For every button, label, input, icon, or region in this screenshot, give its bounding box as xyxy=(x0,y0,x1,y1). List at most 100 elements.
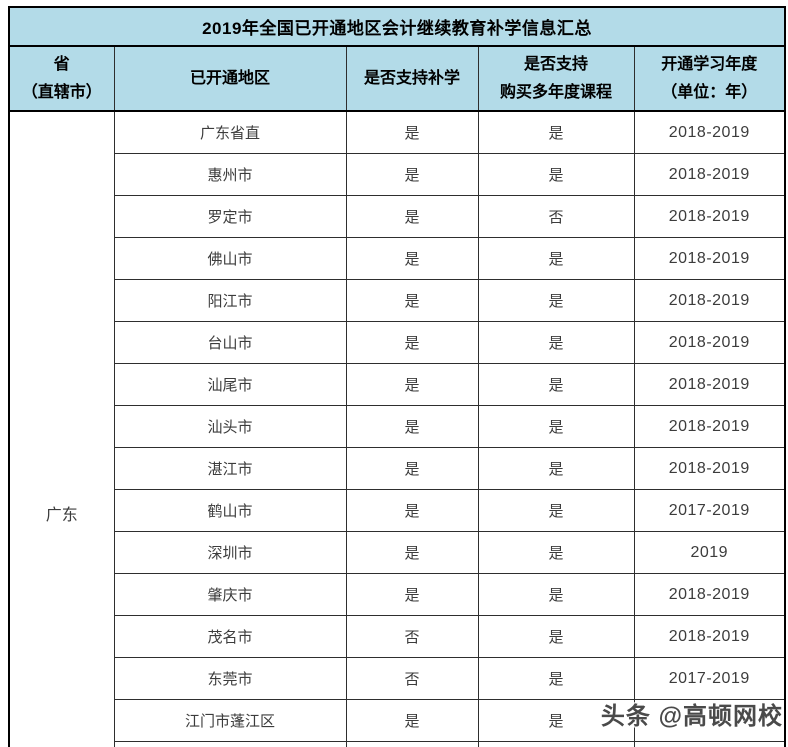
multi-year-cell: 是 xyxy=(477,489,635,532)
support-makeup-cell: 是 xyxy=(345,153,479,196)
table-row: 佛山市是是 2018-2019 xyxy=(9,237,786,280)
years-cell: 2017-2019 xyxy=(633,489,786,532)
col-header-years-line2: （单位：年） xyxy=(661,83,758,101)
table-row: 惠州市是是 2018-2019 xyxy=(9,153,786,196)
col-header-multi-year-line2: 购买多年度课程 xyxy=(499,83,612,101)
table-row-partial xyxy=(9,741,786,747)
years-cell: 2018-2019 xyxy=(633,615,786,658)
multi-year-cell: 是 xyxy=(477,321,635,364)
years-cell: 2018-2019 xyxy=(633,279,786,322)
multi-year-cell: 是 xyxy=(477,153,635,196)
region-cell: 汕尾市 xyxy=(113,363,347,406)
col-header-province: 省 （直辖市） xyxy=(8,45,115,112)
table-row: 鹤山市是是 2017-2019 xyxy=(9,489,786,532)
region-cell: 东莞市 xyxy=(113,657,347,700)
header-row: 省 （直辖市） 已开通地区 是否支持补学 是否支持 购买多年度课程 开通学习年度… xyxy=(8,45,786,112)
table-row: 江门市蓬江区是是 xyxy=(9,699,786,742)
table-title: 2019年全国已开通地区会计继续教育补学信息汇总 xyxy=(8,6,786,47)
region-cell: 深圳市 xyxy=(113,531,347,574)
support-makeup-cell: 是 xyxy=(345,110,479,154)
years-cell: 2019 xyxy=(633,531,786,574)
support-makeup-cell: 否 xyxy=(345,615,479,658)
region-cell: 茂名市 xyxy=(113,615,347,658)
support-makeup-cell: 是 xyxy=(345,237,479,280)
table-row: 台山市是是 2018-2019 xyxy=(9,321,786,364)
col-header-support-makeup: 是否支持补学 xyxy=(345,45,479,112)
table-row: 罗定市是否 2018-2019 xyxy=(9,195,786,238)
empty-cell xyxy=(113,741,347,747)
support-makeup-cell: 是 xyxy=(345,573,479,616)
col-header-years: 开通学习年度 （单位：年） xyxy=(633,45,786,112)
region-cell: 佛山市 xyxy=(113,237,347,280)
table-row: 汕尾市是是 2018-2019 xyxy=(9,363,786,406)
years-cell: 2018-2019 xyxy=(633,321,786,364)
support-makeup-cell: 是 xyxy=(345,195,479,238)
col-header-region-line1: 已开通地区 xyxy=(189,69,270,87)
multi-year-cell: 是 xyxy=(477,405,635,448)
table-row: 汕头市是是 2018-2019 xyxy=(9,405,786,448)
province-cell: 广东 xyxy=(8,110,115,747)
multi-year-cell: 是 xyxy=(477,279,635,322)
multi-year-cell: 是 xyxy=(477,699,635,742)
multi-year-cell: 是 xyxy=(477,110,635,154)
multi-year-cell: 是 xyxy=(477,237,635,280)
support-makeup-cell: 否 xyxy=(345,657,479,700)
years-cell: 2018-2019 xyxy=(633,153,786,196)
years-cell: 2018-2019 xyxy=(633,237,786,280)
col-header-multi-year: 是否支持 购买多年度课程 xyxy=(477,45,635,112)
table-row: 阳江市是是 2018-2019 xyxy=(9,279,786,322)
table-row: 湛江市是是 2018-2019 xyxy=(9,447,786,490)
years-cell: 2018-2019 xyxy=(633,363,786,406)
region-cell: 鹤山市 xyxy=(113,489,347,532)
region-cell: 台山市 xyxy=(113,321,347,364)
region-cell: 汕头市 xyxy=(113,405,347,448)
multi-year-cell: 是 xyxy=(477,657,635,700)
table-row: 茂名市否是 2018-2019 xyxy=(9,615,786,658)
years-cell: 2018-2019 xyxy=(633,573,786,616)
empty-cell xyxy=(345,741,479,747)
table-body: 广东 广东省直是是 2018-2019 惠州市是是 2018-2019 罗定市是否 2018… xyxy=(8,110,786,747)
region-cell: 广东省直 xyxy=(113,110,347,154)
continuing-education-table: 2019年全国已开通地区会计继续教育补学信息汇总 省 （直辖市） 已开通地区 是… xyxy=(8,6,786,747)
region-cell: 罗定市 xyxy=(113,195,347,238)
table-row: 东莞市否是 2017-2019 xyxy=(9,657,786,700)
years-cell: 2018-2019 xyxy=(633,110,786,154)
years-cell: 2018-2019 xyxy=(633,447,786,490)
years-cell: 2017-2019 xyxy=(633,657,786,700)
multi-year-cell: 是 xyxy=(477,447,635,490)
empty-cell xyxy=(477,741,635,747)
multi-year-cell: 是 xyxy=(477,615,635,658)
region-cell: 阳江市 xyxy=(113,279,347,322)
support-makeup-cell: 是 xyxy=(345,531,479,574)
region-cell: 惠州市 xyxy=(113,153,347,196)
support-makeup-cell: 是 xyxy=(345,405,479,448)
table-row: 广东 广东省直是是 2018-2019 xyxy=(8,110,786,747)
multi-year-cell: 否 xyxy=(477,195,635,238)
multi-year-cell: 是 xyxy=(477,363,635,406)
col-header-years-line1: 开通学习年度 xyxy=(661,56,758,74)
multi-year-cell: 是 xyxy=(477,573,635,616)
support-makeup-cell: 是 xyxy=(345,279,479,322)
region-cell: 湛江市 xyxy=(113,447,347,490)
years-cell: 2018-2019 xyxy=(633,195,786,238)
col-header-region: 已开通地区 xyxy=(113,45,347,112)
region-cell: 肇庆市 xyxy=(113,573,347,616)
region-cell: 江门市蓬江区 xyxy=(113,699,347,742)
support-makeup-cell: 是 xyxy=(345,363,479,406)
support-makeup-cell: 是 xyxy=(345,489,479,532)
col-header-province-line1: 省 xyxy=(53,56,70,74)
support-makeup-cell: 是 xyxy=(345,447,479,490)
col-header-multi-year-line1: 是否支持 xyxy=(523,56,588,74)
support-makeup-cell: 是 xyxy=(345,699,479,742)
support-makeup-cell: 是 xyxy=(345,321,479,364)
empty-cell xyxy=(633,741,786,747)
table-row: 深圳市是是 2019 xyxy=(9,531,786,574)
years-cell xyxy=(633,699,786,742)
col-header-support-makeup-line1: 是否支持补学 xyxy=(363,69,460,87)
table-row: 肇庆市是是 2018-2019 xyxy=(9,573,786,616)
title-row: 2019年全国已开通地区会计继续教育补学信息汇总 xyxy=(8,6,786,47)
col-header-province-line2: （直辖市） xyxy=(21,83,102,101)
years-cell: 2018-2019 xyxy=(633,405,786,448)
multi-year-cell: 是 xyxy=(477,531,635,574)
